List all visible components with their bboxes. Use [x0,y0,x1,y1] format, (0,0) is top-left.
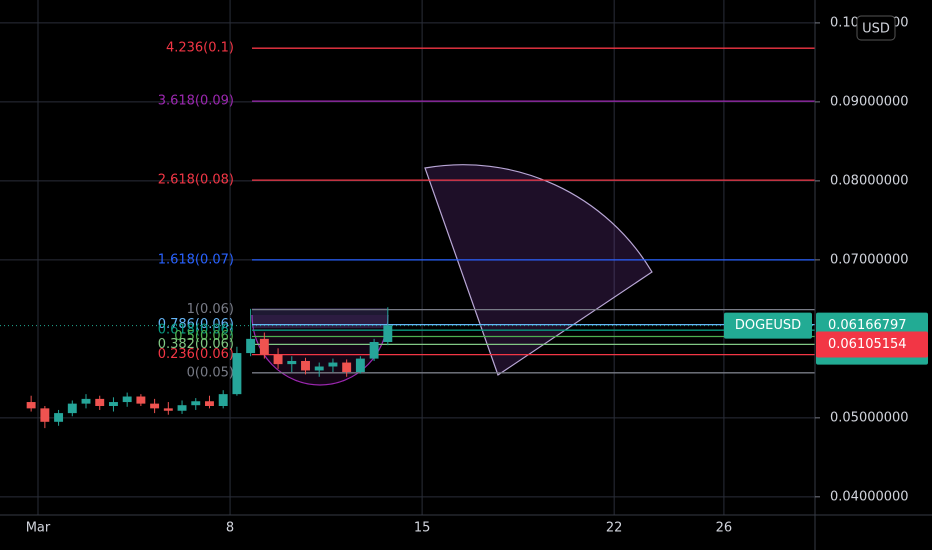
candle-body [328,362,338,367]
symbol-label: DOGEUSD [735,318,801,333]
last-price-label: 0.06166797 [828,318,907,333]
x-tick-label: 15 [414,521,431,536]
fib-label: 0.382(0.06) [158,337,234,352]
fib-label: 0.236(0.06) [158,347,234,362]
candle-body [81,398,91,404]
candle-body [342,362,352,373]
candle-body [67,403,77,414]
candle-body [273,354,283,365]
fib-retracement: 4.236(0.1) 3.618(0.09) 2.618(0.08) 1.618(0.… [158,41,815,380]
candle-body [259,338,269,355]
candle-body [369,342,379,359]
x-tick-label: 8 [226,521,234,536]
fib-label: 0.786(0.06) [158,317,234,332]
grid [0,0,815,515]
candle-body [177,405,187,411]
candle-body [40,408,50,422]
axis-labels: 0.100000000.090000000.080000000.07000000… [26,15,909,535]
fib-label: 4.236(0.1) [166,41,234,56]
ref-price-tag [816,331,928,358]
fib-label: 0.5(0.06) [174,329,234,344]
x-tick-label: Mar [26,521,51,536]
currency-label[interactable]: USD [862,22,890,37]
ref-price-label: 0.06105154 [828,337,907,352]
candle-body [191,401,201,406]
currency-button[interactable] [856,15,896,41]
cup-drawing [251,314,389,386]
candle-body [314,366,324,371]
y-tick-label: 0.04000000 [830,489,909,504]
candle-body [218,394,228,406]
fib-label: 3.618(0.09) [158,94,234,109]
fib-label: 0(0.05) [187,365,234,380]
fan-drawing [424,164,653,376]
y-tick-label: 0.07000000 [830,252,909,267]
fib-label: 1.618(0.07) [158,252,234,267]
candle-body [205,401,214,406]
candle-body [136,396,146,404]
candle-body [26,402,36,409]
symbol-tag [724,312,812,339]
x-tick-label: 22 [606,521,623,536]
candles [26,307,393,429]
candle-body [95,398,105,406]
y-tick-label: 0.08000000 [830,173,909,188]
x-tick-label: 26 [716,521,733,536]
fib-label: 0.618(0.06) [158,323,234,338]
candle-body [150,403,160,409]
candle-body [383,325,393,343]
fib-label: 1(0.06) [187,302,234,317]
y-tick-label: 0.09000000 [830,94,909,109]
candle-body [301,360,310,371]
y-tick-label: 0.05000000 [830,410,909,425]
candle-body [122,396,132,403]
fib-label: 2.618(0.08) [158,173,234,188]
candle-body [355,358,365,373]
range-box [252,308,388,328]
candle-body [54,413,64,422]
candle-body [232,353,242,395]
candle-body [163,408,173,411]
candle-body [246,338,256,354]
candle-body [108,402,118,406]
candle-body [287,360,297,365]
